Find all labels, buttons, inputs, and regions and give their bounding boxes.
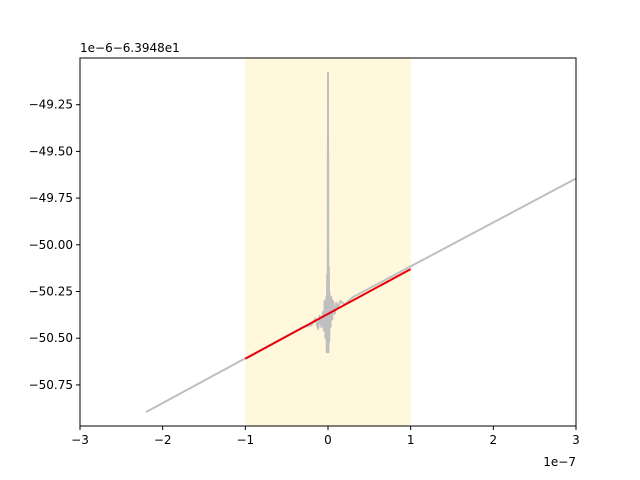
- x-offset-label: 1e−7: [543, 455, 576, 469]
- y-axis: −50.75 −50.50 −50.25 −50.00 −49.75 −49.50 −49.…: [29, 98, 80, 392]
- y-tick-label: −50.50: [29, 331, 73, 345]
- y-offset-label: 1e−6−6.3948e1: [80, 41, 180, 55]
- x-tick-label: 2: [490, 433, 498, 447]
- series-layer: [145, 71, 577, 413]
- y-tick-label: −50.75: [29, 378, 73, 392]
- y-tick-label: −50.25: [29, 285, 73, 299]
- x-tick-label: −1: [236, 433, 254, 447]
- y-tick-label: −49.50: [29, 144, 73, 158]
- x-axis: −3 −2 −1 0 1 2 3: [71, 426, 580, 447]
- plot-layer: [79, 57, 577, 427]
- y-tick-label: −50.00: [29, 238, 73, 252]
- x-tick-label: −3: [71, 433, 89, 447]
- x-tick-label: 1: [407, 433, 415, 447]
- x-tick-label: 0: [324, 433, 332, 447]
- series-line-0: [145, 71, 577, 413]
- y-tick-label: −49.75: [29, 191, 73, 205]
- x-tick-label: 3: [572, 433, 580, 447]
- series-line-1: [244, 268, 412, 360]
- x-tick-label: −2: [154, 433, 172, 447]
- y-tick-label: −49.25: [29, 98, 73, 112]
